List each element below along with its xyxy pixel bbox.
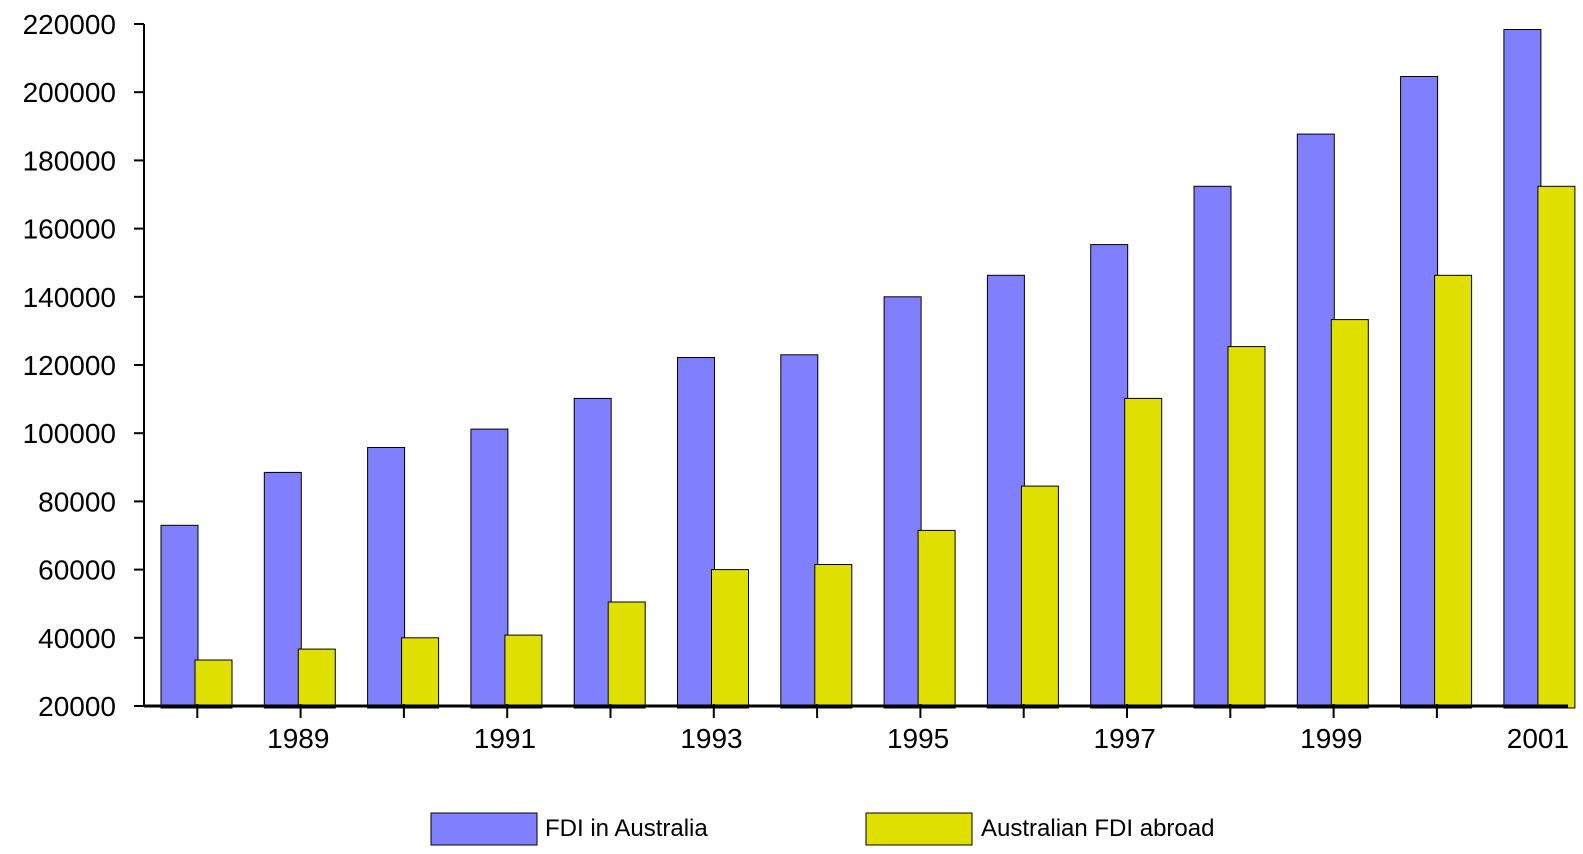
y-tick-label-20000: 20000 [38,691,116,722]
bar-fdi-in-australia-1995 [883,296,922,709]
bar-australian-fdi-abroad-1991 [504,634,543,709]
x-tick-label-1993: 1993 [680,723,742,754]
y-tick-label-100000: 100000 [23,418,116,449]
legend-label-fdi-in-australia: FDI in Australia [545,815,708,842]
bar-fdi-in-australia-1993 [677,357,715,709]
bar-australian-fdi-abroad-1999 [1330,319,1369,709]
y-tick-label-40000: 40000 [38,623,116,654]
bar-australian-fdi-abroad-1996 [1020,485,1059,709]
y-tick-label-80000: 80000 [38,486,116,517]
y-tick-label-140000: 140000 [23,282,116,313]
x-tick-label-1989: 1989 [267,723,329,754]
x-tick-label-1995: 1995 [887,723,949,754]
bar-fdi-in-australia-1990 [367,447,406,709]
y-tick-label-160000: 160000 [23,214,116,245]
y-tick-label-220000: 220000 [23,9,116,40]
bar-fdi-in-australia-2001 [1503,29,1542,709]
x-tick-label-2001: 2001 [1507,723,1569,754]
y-tick-label-120000: 120000 [23,350,116,381]
bar-fdi-in-australia-1998 [1193,185,1232,709]
bar-australian-fdi-abroad-1997 [1124,397,1163,709]
bar-australian-fdi-abroad-1992 [607,601,646,709]
bar-australian-fdi-abroad-2000 [1434,274,1473,709]
bar-australian-fdi-abroad-1995 [917,529,956,709]
bar-australian-fdi-abroad-1989 [297,648,336,709]
bar-fdi-in-australia-1989 [263,471,302,709]
bar-fdi-in-australia-1992 [573,397,612,709]
bar-australian-fdi-abroad-1994 [814,564,853,709]
bar-australian-fdi-abroad-2001 [1537,185,1576,709]
bar-fdi-in-australia-1991 [470,428,509,709]
y-tick-label-180000: 180000 [23,145,116,176]
y-tick-label-200000: 200000 [23,77,116,108]
bar-fdi-in-australia-2000 [1400,76,1439,709]
bar-australian-fdi-abroad-1990 [401,637,440,709]
x-tick-label-1997: 1997 [1094,723,1156,754]
bars-group [160,29,1576,709]
bar-fdi-in-australia-1994 [780,354,819,709]
legend: FDI in Australia Australian FDI abroad [430,812,1214,846]
bar-fdi-in-australia-1997 [1090,244,1129,709]
bar-australian-fdi-abroad-1988 [194,659,233,709]
legend-label-australian-fdi-abroad: Australian FDI abroad [981,815,1214,842]
bar-fdi-in-australia-1996 [986,274,1025,709]
x-axis-ticks: 1989 1991 1993 1995 1997 1999 2001 [196,704,1569,754]
bar-australian-fdi-abroad-1993 [711,569,749,709]
x-tick-label-1999: 1999 [1300,723,1362,754]
bar-fdi-in-australia-1988 [160,524,199,709]
legend-swatch-australian-fdi-abroad [865,812,973,846]
y-axis-ticks: 20000 40000 60000 80000 100000 120000 140000 16… [23,9,144,722]
bar-australian-fdi-abroad-1998 [1227,346,1266,709]
legend-swatch-fdi-in-australia [430,812,538,846]
bar-fdi-in-australia-1999 [1296,133,1335,709]
y-tick-label-60000: 60000 [38,555,116,586]
x-tick-label-1991: 1991 [474,723,536,754]
